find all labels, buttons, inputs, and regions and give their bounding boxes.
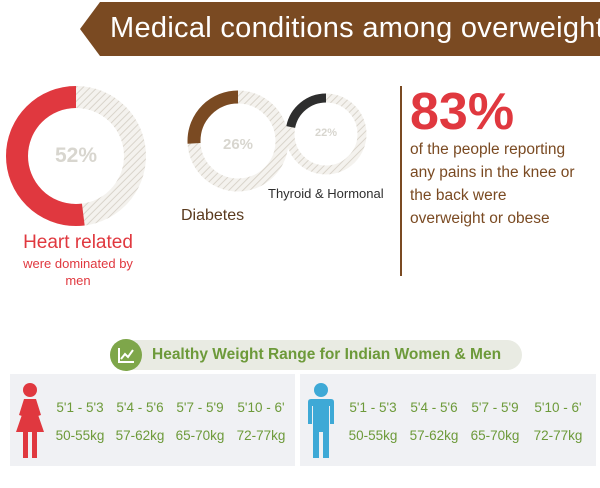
women-height-3: 5'7 - 5'9 (176, 400, 224, 415)
men-weight-3: 65-70kg (470, 428, 520, 443)
stat-line-4: overweight or obese (410, 210, 550, 227)
men-panel (300, 374, 596, 466)
stat-description: of the people reporting any pains in the… (410, 138, 600, 230)
donut-diabetes-arc (187, 90, 289, 192)
stat-value: 83% (410, 83, 515, 141)
men-height-3: 5'7 - 5'9 (471, 400, 519, 415)
diabetes-label: Diabetes (181, 207, 245, 224)
page-title: Medical conditions among overweight (110, 12, 600, 44)
men-height-4: 5'10 - 6' (534, 400, 582, 415)
donut-heart-percent: 52% (54, 144, 98, 167)
line-chart-icon (110, 339, 142, 371)
women-height-2: 5'4 - 5'6 (116, 400, 164, 415)
men-height-2: 5'4 - 5'6 (410, 400, 458, 415)
women-weight-2: 57-62kg (115, 428, 165, 443)
donut-heart (6, 86, 146, 226)
women-weight-4: 72-77kg (236, 428, 286, 443)
women-height-4: 5'10 - 6' (237, 400, 285, 415)
donut-heart-arc (6, 86, 146, 226)
donut-thyroid-percent: 22% (314, 127, 338, 139)
women-panel (10, 374, 295, 466)
men-height-1: 5'1 - 5'3 (349, 400, 397, 415)
weight-section-header (110, 340, 522, 370)
female-figure-icon (16, 383, 44, 458)
women-weight-1: 50-55kg (55, 428, 105, 443)
thyroid-label: Thyroid & Hormonal (268, 186, 384, 201)
male-figure-icon (308, 383, 334, 458)
donut-diabetes-percent: 26% (222, 136, 254, 153)
donut-thyroid (285, 93, 367, 175)
heart-label: Heart related (23, 232, 133, 253)
heart-sub-line-2: men (65, 273, 91, 288)
stat-line-3: the back were (410, 187, 507, 204)
weight-section-title: Healthy Weight Range for Indian Women & … (152, 346, 502, 363)
heart-sub-line-1: were dominated by (23, 256, 133, 271)
header-banner (80, 2, 600, 56)
men-weight-4: 72-77kg (533, 428, 583, 443)
men-weight-2: 57-62kg (409, 428, 459, 443)
donut-thyroid-arc (285, 93, 367, 175)
donut-diabetes (187, 90, 289, 192)
stat-line-1: of the people reporting (410, 141, 566, 158)
women-height-1: 5'1 - 5'3 (56, 400, 104, 415)
vertical-divider (400, 86, 402, 276)
women-weight-3: 65-70kg (175, 428, 225, 443)
stat-line-2: any pains in the knee or (410, 164, 575, 181)
men-weight-1: 50-55kg (348, 428, 398, 443)
